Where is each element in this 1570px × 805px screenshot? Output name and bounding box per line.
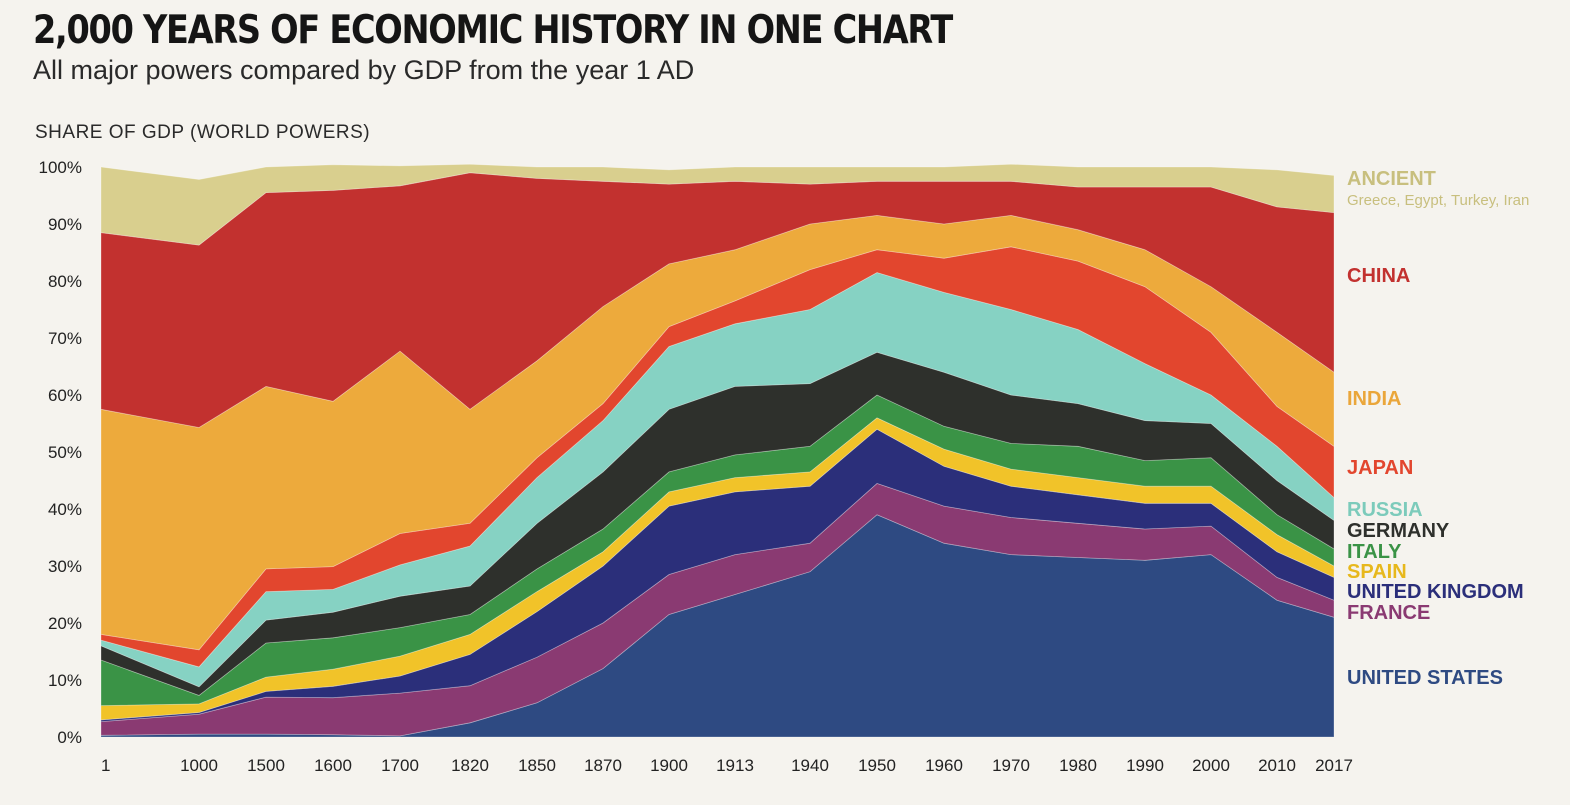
y-tick-label: 20%: [48, 614, 82, 633]
legend-sublabel-ancient: Greece, Egypt, Turkey, Iran: [1347, 192, 1529, 209]
x-tick-label: 1960: [925, 756, 963, 775]
y-tick-label: 40%: [48, 500, 82, 519]
area-layers: [100, 163, 1335, 738]
x-tick-label: 1940: [791, 756, 829, 775]
x-tick-label: 1850: [518, 756, 556, 775]
x-tick-label: 1870: [584, 756, 622, 775]
area-ancient: [100, 163, 1335, 246]
legend-label-france: FRANCE: [1347, 602, 1430, 624]
y-axis-title: SHARE OF GDP (WORLD POWERS): [35, 122, 371, 143]
x-tick-label: 1970: [992, 756, 1030, 775]
legend-label-spain: SPAIN: [1347, 561, 1407, 583]
legend-label-italy: ITALY: [1347, 541, 1402, 563]
area-india: [100, 214, 1335, 651]
x-tick-label: 1990: [1126, 756, 1164, 775]
x-tick-label: 1820: [451, 756, 489, 775]
area-united-states: [100, 514, 1335, 738]
y-tick-label: 60%: [48, 386, 82, 405]
y-tick-label: 100%: [39, 158, 82, 177]
x-tick-label: 1: [101, 756, 110, 775]
legend: ANCIENT Greece, Egypt, Turkey, Iran CHINA I…: [1347, 168, 1529, 689]
x-tick-label: 2010: [1258, 756, 1296, 775]
x-tick-label: 1600: [314, 756, 352, 775]
y-tick-label: 80%: [48, 272, 82, 291]
y-tick-label: 50%: [48, 443, 82, 462]
y-tick-label: 30%: [48, 557, 82, 576]
x-tick-label: 1980: [1059, 756, 1097, 775]
legend-label-japan: JAPAN: [1347, 457, 1413, 479]
legend-label-ancient: ANCIENT: [1347, 168, 1436, 190]
legend-label-india: INDIA: [1347, 388, 1401, 410]
legend-label-china: CHINA: [1347, 265, 1410, 287]
legend-label-united-kingdom: UNITED KINGDOM: [1347, 581, 1524, 603]
x-tick-label: 1913: [716, 756, 754, 775]
x-tick-label: 1950: [858, 756, 896, 775]
chart-title: 2,000 YEARS OF ECONOMIC HISTORY IN ONE C…: [33, 8, 953, 53]
x-tick-label: 1000: [180, 756, 218, 775]
x-tick-label: 1700: [381, 756, 419, 775]
y-axis-ticks: 0% 10% 20% 30% 40% 50% 60% 70% 80% 90% 100%: [39, 158, 82, 747]
area-china: [100, 172, 1335, 428]
x-tick-label: 2000: [1192, 756, 1230, 775]
x-tick-label: 2017: [1315, 756, 1353, 775]
x-axis-ticks: 1 1000 1500 1600 1700 1820 1850 1870 1900 1913 194…: [101, 756, 1353, 775]
legend-label-russia: RUSSIA: [1347, 499, 1423, 521]
x-tick-label: 1900: [650, 756, 688, 775]
y-tick-label: 90%: [48, 215, 82, 234]
y-tick-label: 70%: [48, 329, 82, 348]
legend-label-united-states: UNITED STATES: [1347, 667, 1503, 689]
y-tick-label: 0%: [57, 728, 82, 747]
area-united-kingdom: [100, 428, 1335, 723]
y-tick-label: 10%: [48, 671, 82, 690]
legend-label-germany: GERMANY: [1347, 520, 1450, 542]
chart-subtitle: All major powers compared by GDP from th…: [33, 55, 695, 85]
x-tick-label: 1500: [247, 756, 285, 775]
